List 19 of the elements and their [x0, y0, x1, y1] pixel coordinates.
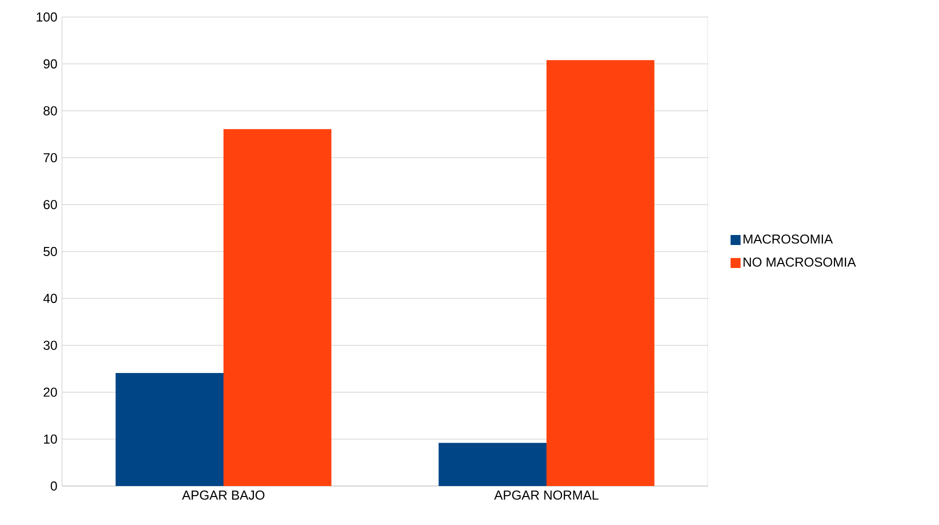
y-tick-label: 30	[44, 340, 57, 350]
bar	[438, 442, 547, 486]
y-tick-label: 10	[44, 434, 57, 444]
y-tick-label: 20	[44, 388, 57, 397]
bar	[224, 129, 332, 486]
y-tick-label: 60	[44, 200, 57, 210]
legend-label: MACROSOMIA	[744, 234, 833, 244]
y-tick-label: 40	[43, 294, 57, 303]
x-tick-label: APGAR BAJO	[182, 490, 264, 500]
legend-label: NO MACROSOMIA	[744, 257, 856, 267]
y-tick-label: 80	[44, 106, 57, 116]
x-tick-label: APGAR NORMAL	[494, 490, 598, 500]
y-tick-label: 0	[50, 481, 57, 491]
bar	[546, 60, 654, 486]
bar	[116, 372, 224, 486]
y-tick-label: 70	[44, 153, 57, 162]
y-tick-label: 90	[44, 59, 57, 68]
y-tick-label: 50	[44, 246, 57, 256]
y-tick-label: 100	[36, 12, 57, 22]
